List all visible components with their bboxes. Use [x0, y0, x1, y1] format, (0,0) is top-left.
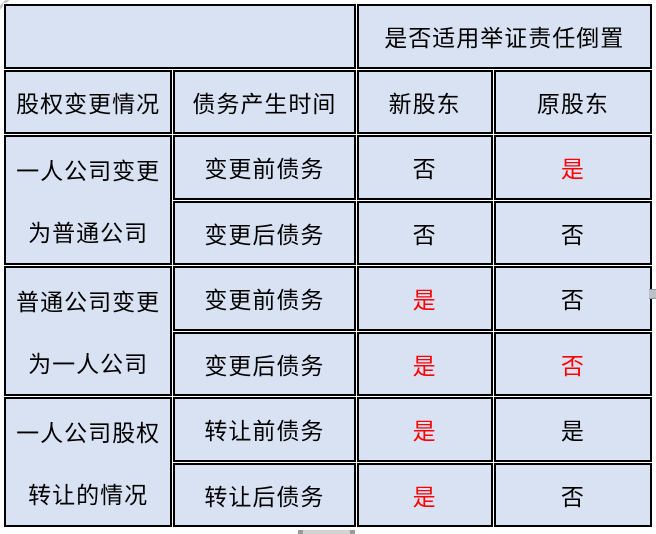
table-row: 普通公司变更 为一人公司 变更前债务 是 否: [4, 266, 652, 396]
horizontal-scrollbar-thumb[interactable]: [298, 530, 355, 534]
table-header-row-1: 是否适用举证责任倒置: [4, 4, 652, 69]
new-shareholder-value: 是: [356, 462, 493, 527]
old-shareholder-value: 否: [493, 200, 652, 265]
new-shareholder-value: 是: [356, 331, 493, 396]
debt-time-cell: 变更前债务: [173, 135, 356, 200]
new-shareholder-value: 否: [356, 200, 493, 265]
debt-time-cell: 变更后债务: [173, 331, 356, 396]
header-col-situation: 股权变更情况: [4, 69, 173, 134]
table-row: 变更后债务 是 否: [4, 331, 652, 396]
old-shareholder-value: 否: [493, 331, 652, 396]
old-shareholder-value: 否: [493, 266, 652, 331]
debt-time-cell: 变更后债务: [173, 200, 356, 265]
situation-line: 转让的情况: [28, 483, 149, 509]
new-shareholder-value: 是: [356, 266, 493, 331]
table-header-row-2: 股权变更情况 债务产生时间 新股东 原股东: [4, 69, 652, 134]
header-col-new-shareholder: 新股东: [356, 69, 493, 134]
header-col-old-shareholder: 原股东: [493, 69, 652, 134]
header-empty-cell: [4, 4, 356, 69]
debt-time-cell: 变更前债务: [173, 266, 356, 331]
table-row: 一人公司股权 转让的情况 转让前债务 是 是: [4, 397, 652, 527]
situation-cell: 一人公司变更 为普通公司: [4, 135, 173, 265]
burden-of-proof-table: 是否适用举证责任倒置 股权变更情况 债务产生时间 新股东 原股东 一人公司变更 …: [3, 3, 653, 528]
debt-time-cell: 转让后债务: [173, 462, 356, 527]
situation-line: 一人公司股权: [16, 421, 161, 447]
header-burden-title: 是否适用举证责任倒置: [356, 4, 652, 69]
vertical-scrollbar-thumb-fragment[interactable]: [649, 289, 656, 299]
old-shareholder-value: 是: [493, 135, 652, 200]
debt-time-cell: 转让前债务: [173, 397, 356, 462]
table-row: 一人公司变更 为普通公司 变更前债务 否 是: [4, 135, 652, 265]
new-shareholder-value: 否: [356, 135, 493, 200]
situation-line: 普通公司变更: [16, 290, 161, 316]
header-col-debt-time: 债务产生时间: [173, 69, 356, 134]
situation-cell: 一人公司股权 转让的情况: [4, 397, 173, 527]
table-row: 变更后债务 否 否: [4, 200, 652, 265]
old-shareholder-value: 是: [493, 397, 652, 462]
old-shareholder-value: 否: [493, 462, 652, 527]
situation-cell: 普通公司变更 为一人公司: [4, 266, 173, 396]
table-row: 转让后债务 是 否: [4, 462, 652, 527]
situation-line: 一人公司变更: [16, 159, 161, 185]
situation-line: 为一人公司: [28, 352, 149, 378]
situation-line: 为普通公司: [28, 221, 149, 247]
new-shareholder-value: 是: [356, 397, 493, 462]
